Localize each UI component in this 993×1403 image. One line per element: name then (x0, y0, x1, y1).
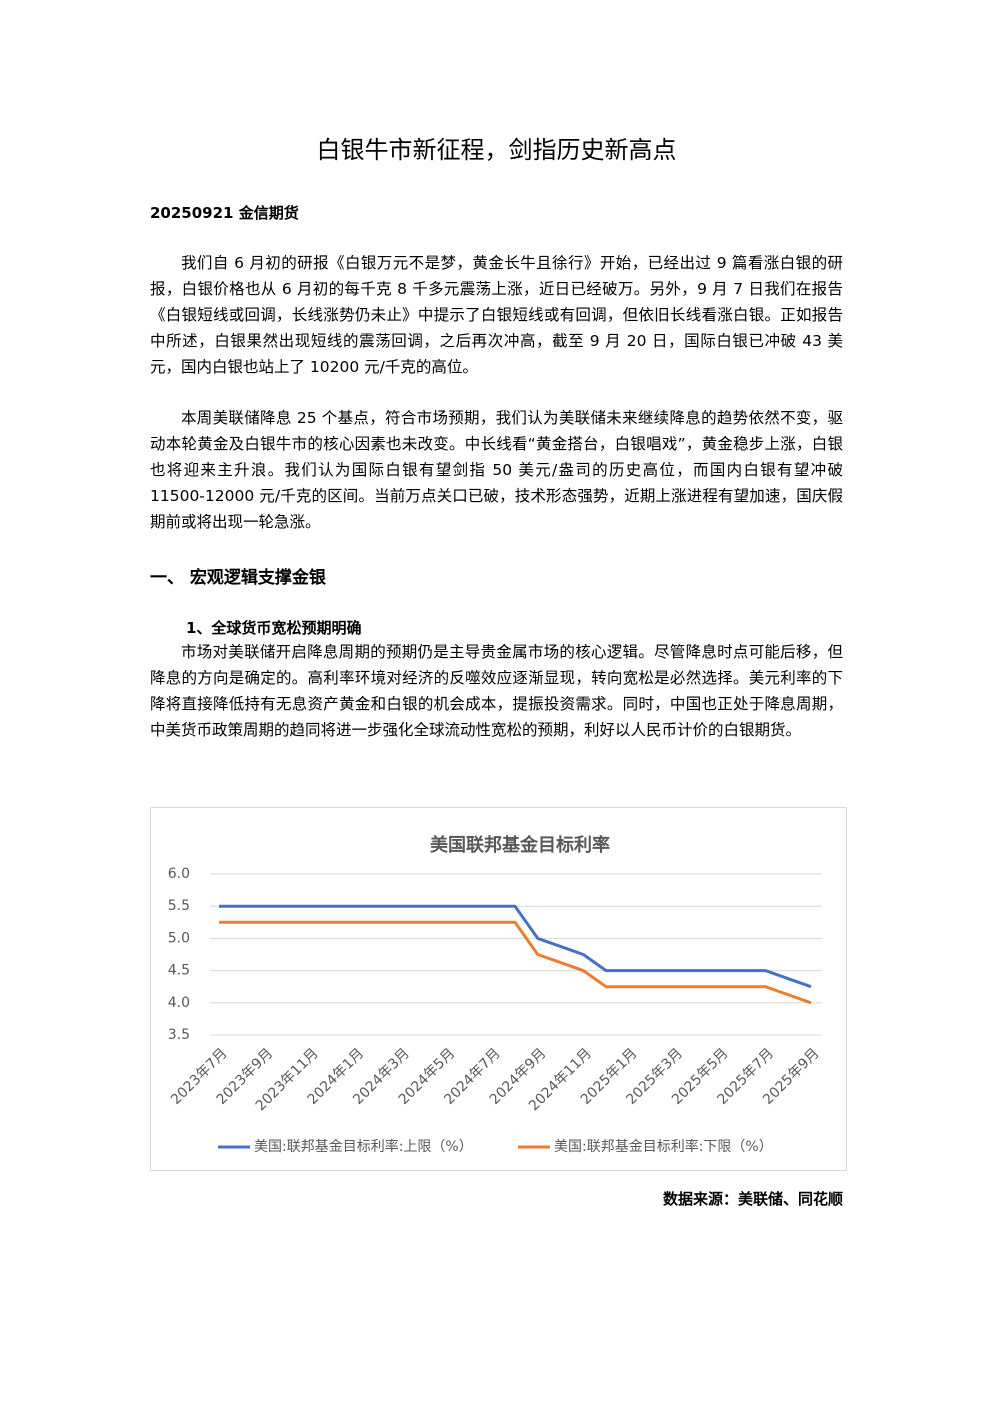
y-tick-label: 3.5 (168, 1027, 190, 1043)
source-note: 数据来源：美联储、同花顺 (662, 1190, 843, 1208)
legend-label: 美国:联邦基金目标利率:上限（%） (254, 1138, 473, 1155)
chart-frame (150, 807, 847, 1171)
y-tick-label: 4.0 (168, 995, 190, 1011)
chart-title: 美国联邦基金目标利率 (430, 834, 610, 856)
doc-title: 白银牛市新征程，剑指历史新高点 (316, 136, 677, 164)
section-heading: 一、 宏观逻辑支撑金银 (150, 568, 326, 588)
chart: 美国联邦基金目标利率 3.54.04.55.05.56.02023年7月2023… (150, 807, 847, 1171)
y-tick-label: 6.0 (168, 866, 190, 882)
paragraph: 本周美联储降息 25 个基点，符合市场预期，我们认为美联储未来继续降息的趋势依然… (150, 409, 843, 531)
sub-heading: 1、全球货币宽松预期明确 (186, 619, 362, 637)
series-line (219, 904, 812, 989)
paragraph: 市场对美联储开启降息周期的预期仍是主导贵金属市场的核心逻辑。尽管降息时点可能后移… (150, 643, 843, 739)
y-tick-label: 5.5 (168, 898, 190, 914)
y-tick-label: 5.0 (168, 930, 190, 946)
series-line (219, 920, 812, 1005)
byline: 20250921 金信期货 (150, 204, 299, 222)
y-tick-label: 4.5 (168, 963, 190, 979)
legend-label: 美国:联邦基金目标利率:下限（%） (554, 1138, 773, 1155)
paragraph: 我们自 6 月初的研报《白银万元不是梦，黄金长牛且徐行》开始，已经出过 9 篇看… (150, 254, 843, 376)
